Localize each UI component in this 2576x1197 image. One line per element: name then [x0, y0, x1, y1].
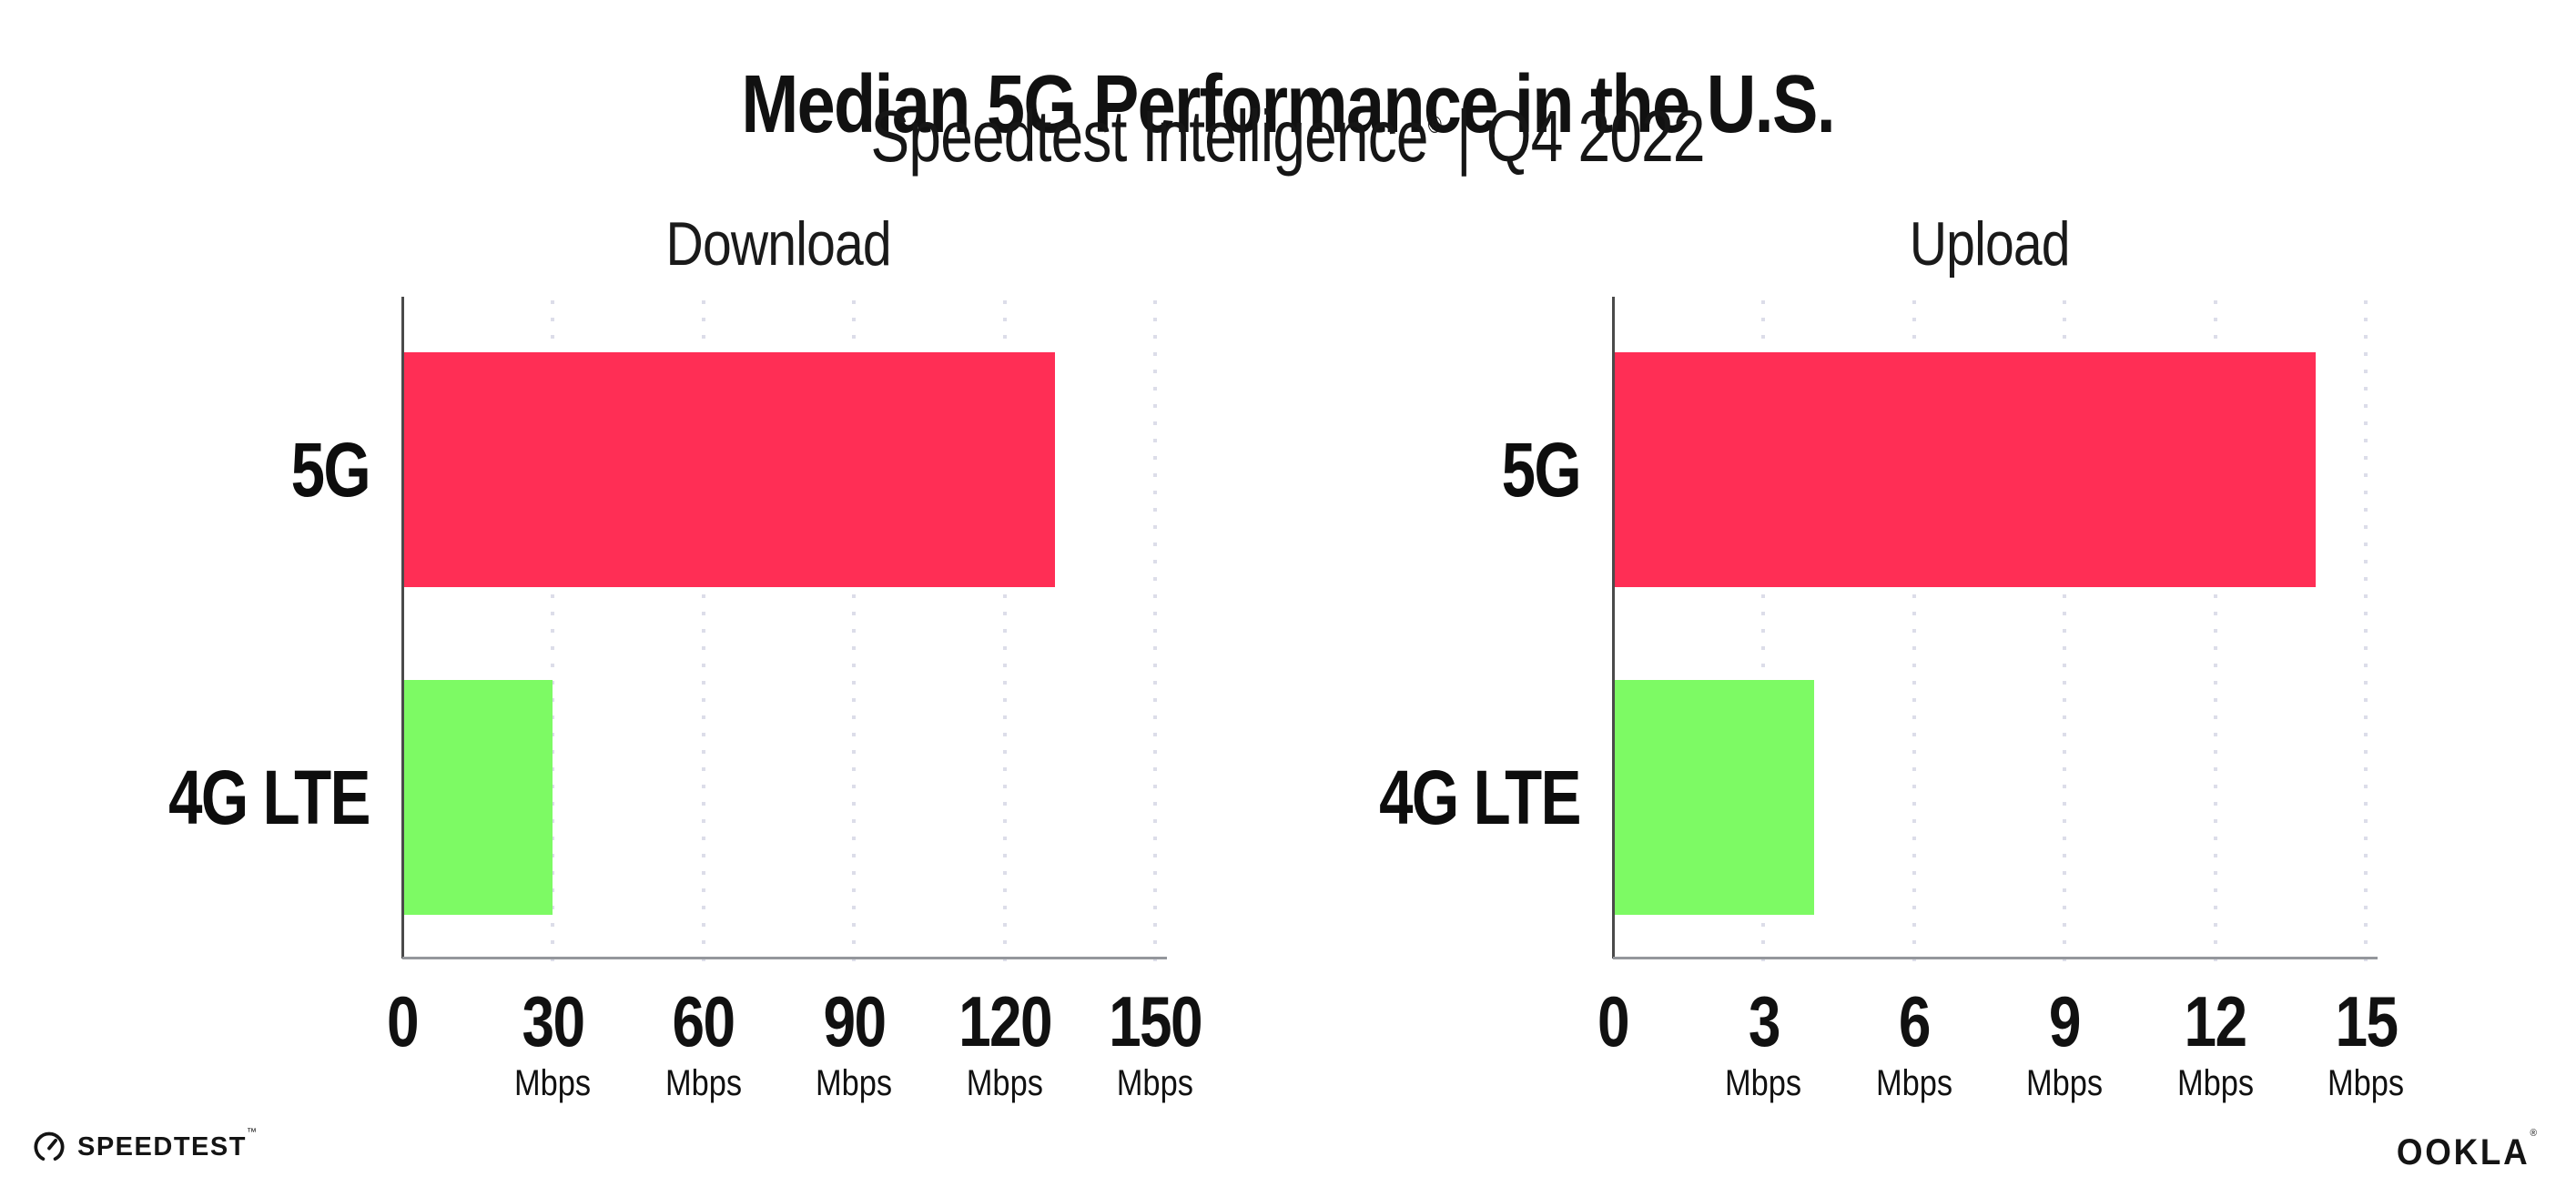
category-label-4g-lte: 4G LTE: [168, 754, 370, 840]
gridline: [2213, 300, 2217, 968]
page-subtitle: Speedtest Intelligence® | Q4 2022: [0, 98, 2576, 175]
bar-5g-download: [402, 352, 1055, 587]
x-tick-9: 9 Mbps: [2026, 981, 2104, 1103]
page-title-text: Median 5G Performance in the U.S.: [741, 59, 1836, 151]
page-title: Median 5G Performance in the U.S.: [0, 62, 2576, 148]
category-label-4g-lte: 4G LTE: [1379, 754, 1581, 840]
x-tick-15: 15 Mbps: [2327, 981, 2405, 1103]
gridline: [551, 300, 555, 968]
x-axis-line: [402, 957, 1167, 959]
gridline: [2364, 300, 2368, 968]
gridline: [2063, 300, 2067, 968]
category-label-5g: 5G: [290, 426, 371, 512]
category-label-5g: 5G: [1501, 426, 1582, 512]
upload-chart: Upload 0 3 Mbps 6 Mbps 9 Mbps 12 Mbps 15 Mbps…: [1379, 213, 2404, 1152]
subtitle-brand: Speedtest Intelligence: [870, 96, 1429, 177]
speedtest-logo: SPEEDTEST™: [33, 1126, 259, 1163]
gridline: [852, 300, 857, 968]
gridline: [701, 300, 705, 968]
x-tick-12: 12 Mbps: [2176, 981, 2254, 1103]
gridline: [1761, 300, 1766, 968]
x-tick-0: 0: [387, 981, 420, 1061]
x-tick-150: 150 Mbps: [1109, 981, 1202, 1103]
x-tick-90: 90 Mbps: [816, 981, 893, 1103]
bar-4g-lte-upload: [1613, 680, 1814, 915]
y-axis-line: [1612, 297, 1615, 959]
x-tick-3: 3 Mbps: [1725, 981, 1802, 1103]
x-tick-6: 6 Mbps: [1875, 981, 1952, 1103]
upload-plot-area: 0 3 Mbps 6 Mbps 9 Mbps 12 Mbps 15 Mbps: [1597, 297, 2404, 1101]
speedtest-gauge-icon: [34, 1131, 65, 1161]
upload-chart-title: Upload: [1909, 209, 2071, 279]
gridline: [1912, 300, 1916, 968]
gridline: [1153, 300, 1157, 968]
x-tick-0: 0: [1597, 981, 1630, 1061]
x-tick-120: 120 Mbps: [958, 981, 1052, 1103]
y-axis-line: [401, 297, 404, 959]
bar-4g-lte-download: [402, 680, 553, 915]
gridline: [1002, 300, 1007, 968]
ookla-wordmark: OOKLA: [2397, 1132, 2530, 1172]
registered-mark: ®: [2530, 1128, 2541, 1139]
trademark-mark: ™: [246, 1126, 259, 1138]
download-chart-title: Download: [665, 209, 892, 279]
download-chart: Download 0 30 Mbps 60 Mbps 90 Mbps 120 Mbps …: [168, 213, 1203, 1152]
x-axis-line: [1613, 957, 2378, 959]
bar-5g-upload: [1613, 352, 2316, 587]
x-tick-60: 60 Mbps: [664, 981, 742, 1103]
x-tick-30: 30 Mbps: [514, 981, 592, 1103]
ookla-logo: OOKLA®: [2390, 1129, 2546, 1172]
registered-mark: ®: [1428, 112, 1442, 138]
subtitle-period: | Q4 2022: [1441, 96, 1706, 177]
speedtest-wordmark: SPEEDTEST™: [77, 1126, 259, 1161]
download-plot-area: 0 30 Mbps 60 Mbps 90 Mbps 120 Mbps 150 Mbps: [387, 297, 1203, 1101]
